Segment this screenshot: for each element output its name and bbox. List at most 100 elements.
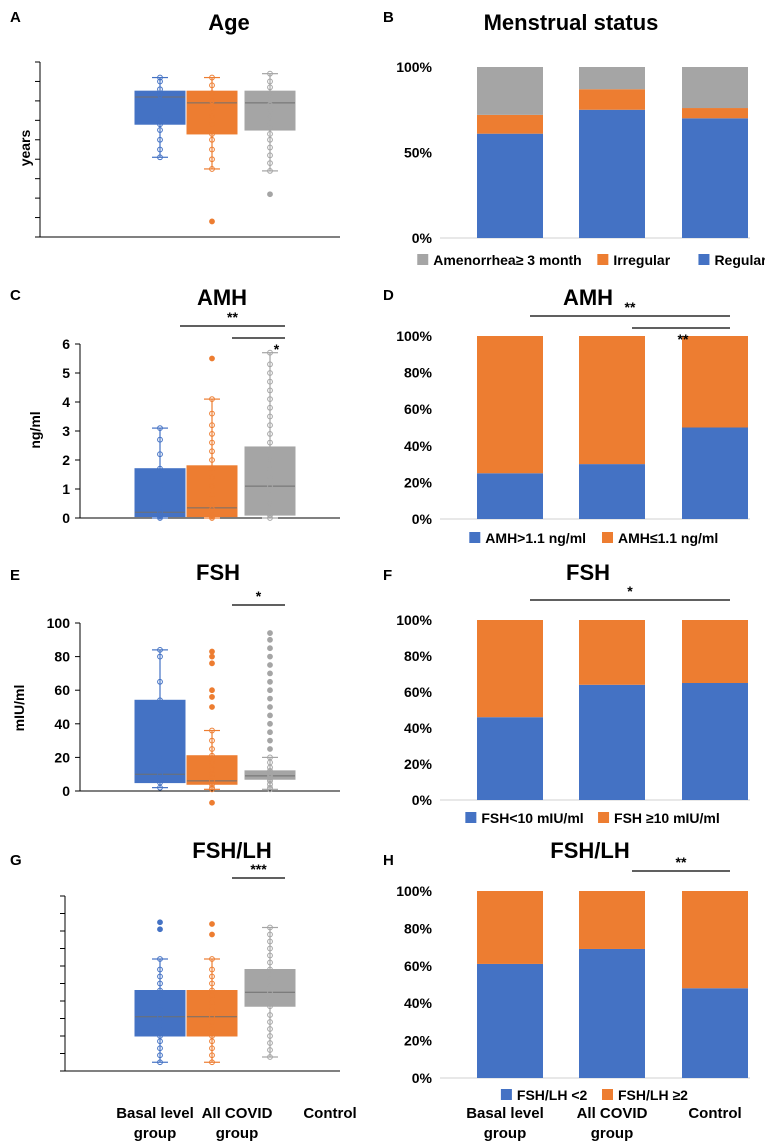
data-point (267, 982, 273, 989)
legend: FSH/LH <2 FSH/LH ≥2 (500, 1087, 688, 1103)
data-point (267, 349, 273, 356)
data-point (157, 489, 163, 495)
data-point (267, 754, 273, 761)
data-point (157, 1033, 163, 1039)
data-point (157, 465, 163, 472)
data-point (267, 131, 273, 137)
data-point (157, 973, 163, 980)
data-point (267, 630, 273, 636)
data-point (267, 483, 273, 490)
data-point (209, 410, 215, 417)
data-point (157, 1052, 163, 1059)
y-tick-label: 20 (54, 749, 70, 765)
bar-segment-regular (579, 109, 645, 238)
data-point (267, 361, 273, 368)
box-body (134, 699, 186, 784)
bar-segment-irregular (579, 89, 645, 110)
y-tick-label: 4 (62, 394, 70, 410)
data-point (267, 1047, 273, 1053)
data-point (209, 439, 215, 446)
y-tick-label: 100% (396, 612, 432, 628)
data-point (157, 926, 163, 933)
y-tick-label: 80 (54, 649, 70, 665)
data-point (209, 431, 215, 437)
panel-label: H (383, 852, 394, 869)
data-point (209, 512, 215, 518)
data-point (209, 778, 215, 784)
data-point (157, 86, 163, 93)
data-point (209, 653, 215, 660)
bar-segment-regular (682, 118, 748, 238)
data-point (267, 952, 273, 959)
legend-swatch (598, 812, 610, 823)
x-category-label: group (591, 1125, 634, 1142)
data-point (209, 931, 215, 938)
box-body (186, 990, 238, 1037)
y-tick-label: 0% (412, 230, 433, 246)
bar-segment-amh-1-1-ng-ml (579, 464, 645, 519)
y-tick-label: 2 (62, 452, 70, 468)
data-point (157, 436, 163, 443)
panel-d: D AMH 0% 20% 40% 60% 80% 100% AMH>1.1 ng/ml AMH≤1… (383, 285, 750, 546)
data-point (209, 422, 215, 429)
data-point (267, 422, 273, 429)
data-point (267, 439, 273, 446)
legend-swatch (469, 532, 481, 543)
bar-segment-fsh-10-miu-ml (579, 620, 645, 685)
data-point (267, 959, 273, 966)
data-point (267, 767, 273, 774)
data-point (267, 448, 273, 455)
data-point (267, 670, 273, 677)
significance-label: *** (250, 861, 267, 877)
panel-title: FSH (196, 560, 240, 585)
data-point (267, 119, 273, 126)
data-point (209, 1013, 215, 1020)
panel-label: B (383, 9, 394, 26)
bar-segment-fsh-10-miu-ml (682, 620, 748, 683)
data-point (267, 78, 273, 85)
y-tick-label: 60% (404, 958, 433, 974)
data-point (157, 1045, 163, 1052)
data-point (209, 131, 215, 137)
panel-title: Menstrual status (484, 10, 659, 35)
data-point (267, 704, 273, 710)
y-tick-label: 0% (412, 1070, 433, 1086)
data-point (209, 474, 215, 481)
y-tick-label: 0 (62, 783, 70, 799)
data-point (267, 1019, 273, 1025)
legend-label: Irregular (613, 252, 670, 268)
data-point (267, 378, 273, 385)
box-body (134, 990, 186, 1037)
data-point (209, 774, 215, 781)
data-point (209, 727, 215, 734)
data-point (209, 999, 215, 1006)
data-point (209, 218, 215, 225)
data-point (209, 1033, 215, 1039)
data-point (209, 784, 215, 791)
bar-segment-fsh-10-miu-ml (682, 683, 748, 800)
legend-swatch (602, 1089, 613, 1100)
data-point (209, 483, 215, 490)
data-point (157, 127, 163, 133)
panel-title: FSH/LH (192, 838, 271, 863)
data-point (209, 781, 215, 788)
box-1 (134, 919, 186, 1066)
panel-b: B Menstrual status 0% 50% 100% Amenorrhea≥ 3 … (383, 9, 765, 268)
data-point (157, 1059, 163, 1066)
data-point (209, 921, 215, 927)
box-3 (244, 630, 296, 793)
bar-segment-regular (477, 133, 543, 238)
data-point (267, 1033, 273, 1039)
y-axis-label: ng/ml (27, 411, 43, 448)
data-point (267, 107, 273, 114)
data-point (157, 105, 163, 112)
significance-label: * (256, 588, 262, 604)
panel-label: D (383, 287, 394, 304)
box-3 (244, 70, 296, 198)
panel-title: AMH (197, 285, 247, 310)
legend-label: AMH≤1.1 ng/ml (618, 530, 718, 546)
legend-label: FSH<10 mIU/ml (481, 810, 583, 826)
data-point (209, 759, 215, 766)
data-point (267, 924, 273, 931)
